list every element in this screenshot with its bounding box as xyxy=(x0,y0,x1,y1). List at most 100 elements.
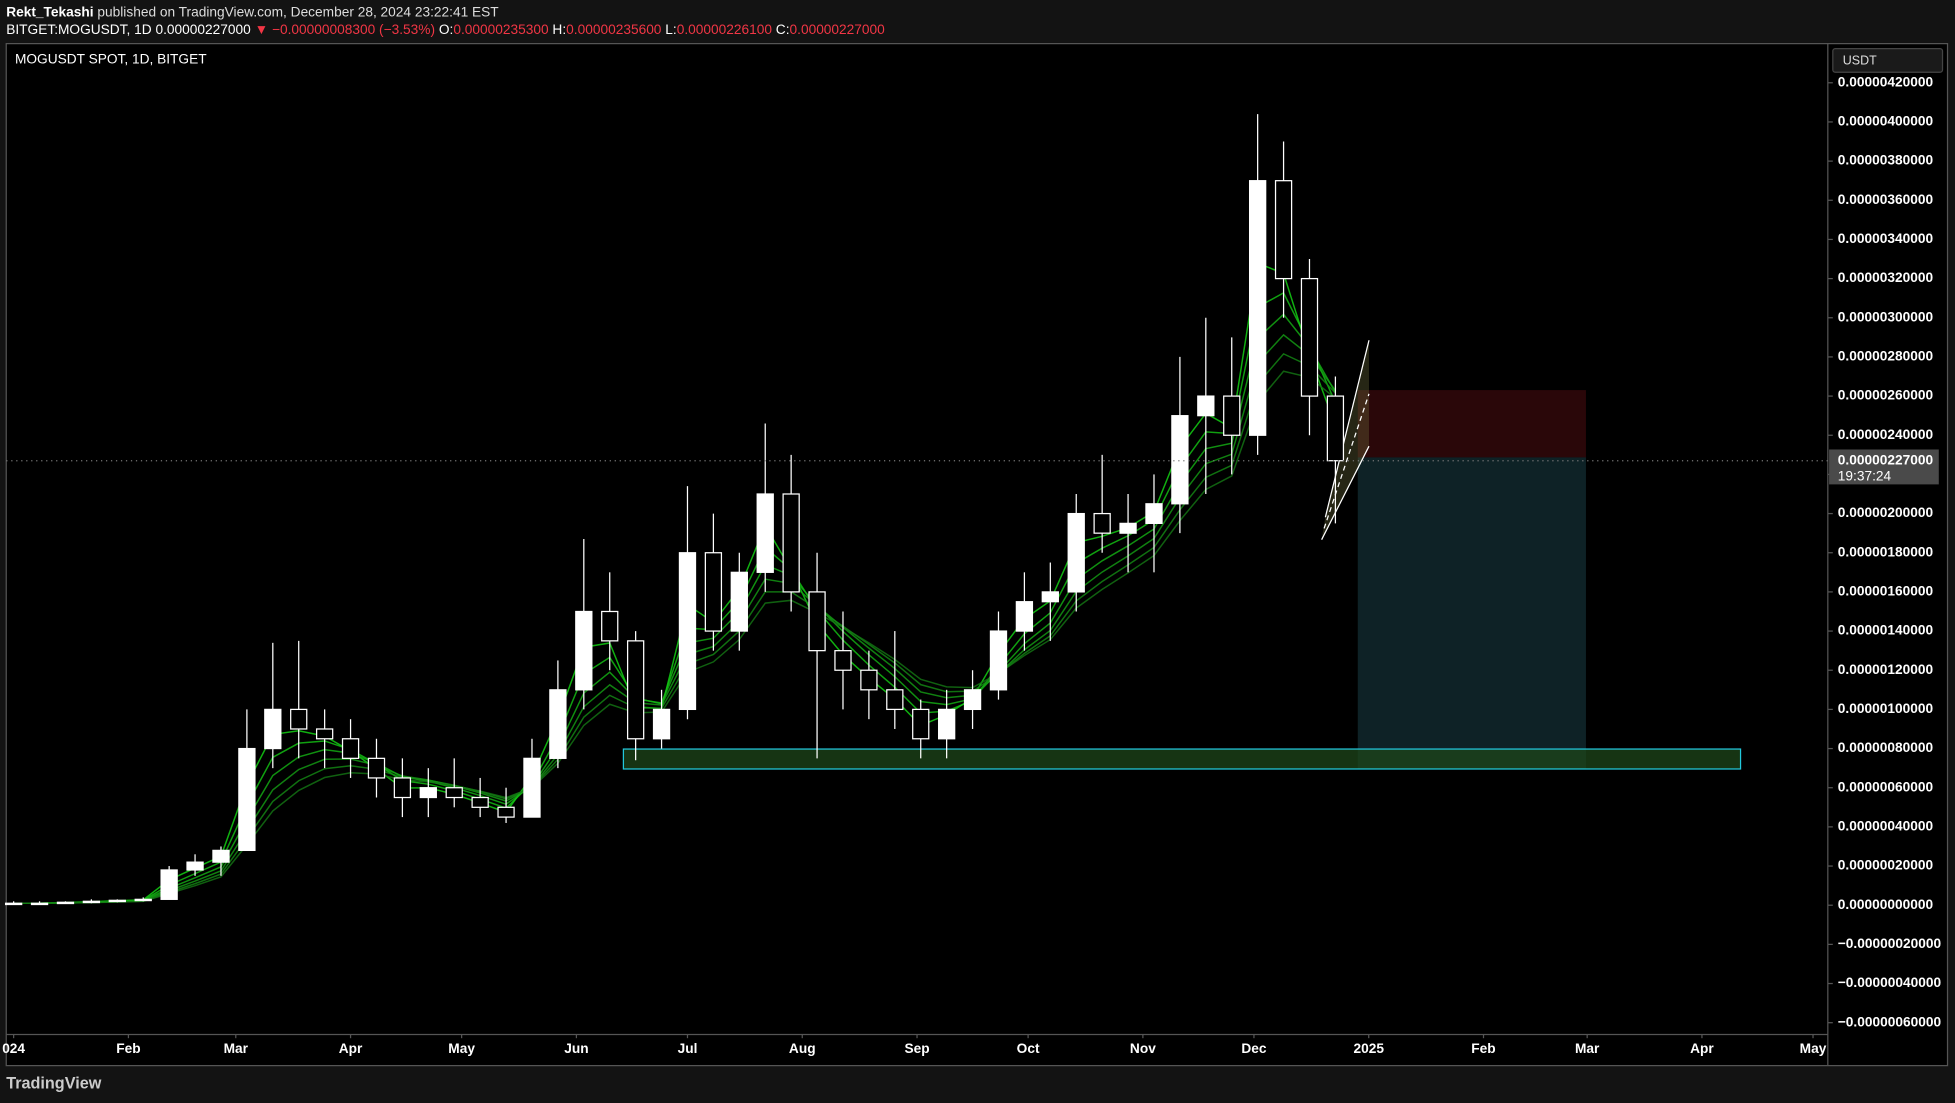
candle-body xyxy=(1015,601,1034,632)
y-tick-label: 0.00000420000 xyxy=(1838,74,1934,89)
y-tick-label: 0.00000240000 xyxy=(1838,427,1934,442)
author: Rekt_Tekashi xyxy=(6,4,93,19)
candle-body xyxy=(134,898,152,902)
candle-body xyxy=(290,708,308,730)
stop-zone xyxy=(1357,390,1586,458)
price-label-box xyxy=(1829,449,1939,485)
candle-body xyxy=(367,757,386,779)
c-label: C: xyxy=(776,22,790,37)
candle-body xyxy=(1093,512,1111,534)
candle-body xyxy=(808,591,826,652)
l-label: L: xyxy=(665,22,676,37)
x-tick-label: Mar xyxy=(224,1041,249,1056)
candle-body xyxy=(652,708,671,740)
y-tick-label: 0.00000100000 xyxy=(1838,701,1934,716)
x-tick-label: Mar xyxy=(1575,1041,1600,1056)
y-tick-label: 0.00000320000 xyxy=(1838,270,1934,285)
x-tick-label: May xyxy=(1800,1041,1827,1056)
candle-body xyxy=(419,787,437,799)
candle-body xyxy=(341,738,360,759)
l: 0.00000226100 xyxy=(677,22,773,37)
candle-body xyxy=(730,571,748,632)
h-label: H: xyxy=(552,22,566,37)
candle-body xyxy=(601,610,619,642)
candle-body xyxy=(445,787,463,799)
candle-body xyxy=(937,708,956,740)
candle-body xyxy=(1300,277,1319,397)
y-tick-label: 0.00000120000 xyxy=(1838,662,1934,677)
x-tick-label: Jun xyxy=(564,1041,588,1056)
x-tick-label: Jul xyxy=(678,1041,698,1056)
ema-ribbon xyxy=(13,291,1337,905)
candle-body xyxy=(393,777,412,799)
candle-body xyxy=(1197,395,1215,417)
published: published on TradingView.com, December 2… xyxy=(97,4,499,19)
chart-title: MOGUSDT SPOT, 1D, BITGET xyxy=(15,51,207,66)
y-tick-label: 0.00000380000 xyxy=(1838,153,1934,168)
candle-body xyxy=(30,902,49,906)
plot xyxy=(4,114,1828,906)
candle-body xyxy=(4,902,23,906)
candle-body xyxy=(56,901,75,905)
y-tick-label: 0.00000400000 xyxy=(1838,114,1934,129)
channel-mid xyxy=(1323,393,1370,529)
brand: TradingView xyxy=(6,1075,101,1093)
candle-body xyxy=(1326,395,1345,462)
y-tick-label: 0.00000080000 xyxy=(1838,740,1934,755)
candle-body xyxy=(1067,512,1085,593)
x-tick-label: Feb xyxy=(1471,1041,1495,1056)
candle-body xyxy=(186,861,204,871)
unit[interactable]: USDT xyxy=(1843,53,1877,67)
c: 0.00000227000 xyxy=(790,22,886,37)
candle-body xyxy=(704,552,723,632)
price-label: 0.00000227000 xyxy=(1838,452,1934,467)
y-tick-label: 0.00000040000 xyxy=(1838,819,1934,834)
chart-pane xyxy=(5,42,1949,1067)
candle-body xyxy=(678,552,697,711)
candle-body xyxy=(575,610,593,691)
candle-body xyxy=(523,757,541,818)
y-tick-label: −0.00000020000 xyxy=(1838,936,1942,951)
ema-ribbon xyxy=(13,370,1336,905)
channel-upper xyxy=(1324,340,1370,518)
y-tick-label: 0.00000200000 xyxy=(1838,505,1934,520)
candle-body xyxy=(756,493,774,573)
candle-body xyxy=(1145,503,1163,524)
h: 0.00000235600 xyxy=(566,22,662,37)
unit-box[interactable] xyxy=(1832,47,1944,73)
candle-body xyxy=(1248,180,1267,436)
header-line-1: Rekt_Tekashi published on TradingView.co… xyxy=(6,4,499,19)
candle-body xyxy=(886,689,904,711)
support-zone xyxy=(622,748,1742,770)
candle-body xyxy=(989,630,1008,691)
candle-body xyxy=(212,849,230,863)
candle-body xyxy=(82,900,101,904)
candle-body xyxy=(238,747,256,852)
candle-body xyxy=(834,650,852,671)
candle-body xyxy=(1171,415,1189,505)
header-line-2: BITGET:MOGUSDT, 1D 0.00000227000 ▼ −0.00… xyxy=(6,22,885,37)
y-tick-label: 0.00000140000 xyxy=(1838,623,1934,638)
x-tick-label: Feb xyxy=(116,1041,140,1056)
channel-lower xyxy=(1321,445,1370,540)
candle-body xyxy=(1119,522,1137,534)
candle-body xyxy=(1274,180,1293,280)
y-tick-label: 0.00000280000 xyxy=(1838,349,1934,364)
x-tick-label: 024 xyxy=(2,1041,25,1056)
o-label: O: xyxy=(439,22,453,37)
y-tick-label: −0.00000060000 xyxy=(1838,1014,1942,1029)
y-tick-label: 0.00000360000 xyxy=(1838,192,1934,207)
candle-body xyxy=(626,640,645,740)
ema-ribbon xyxy=(13,262,1337,905)
candle-body xyxy=(160,869,178,900)
x-tick-label: Apr xyxy=(339,1041,363,1056)
candle-body xyxy=(497,806,515,818)
ema-ribbon xyxy=(13,333,1337,905)
y-tick-label: 0.00000000000 xyxy=(1838,897,1934,912)
x-tick-label: Aug xyxy=(789,1041,816,1056)
candle-body xyxy=(1223,395,1241,436)
y-tick-label: 0.00000260000 xyxy=(1838,388,1934,403)
x-tick-label: May xyxy=(448,1041,475,1056)
